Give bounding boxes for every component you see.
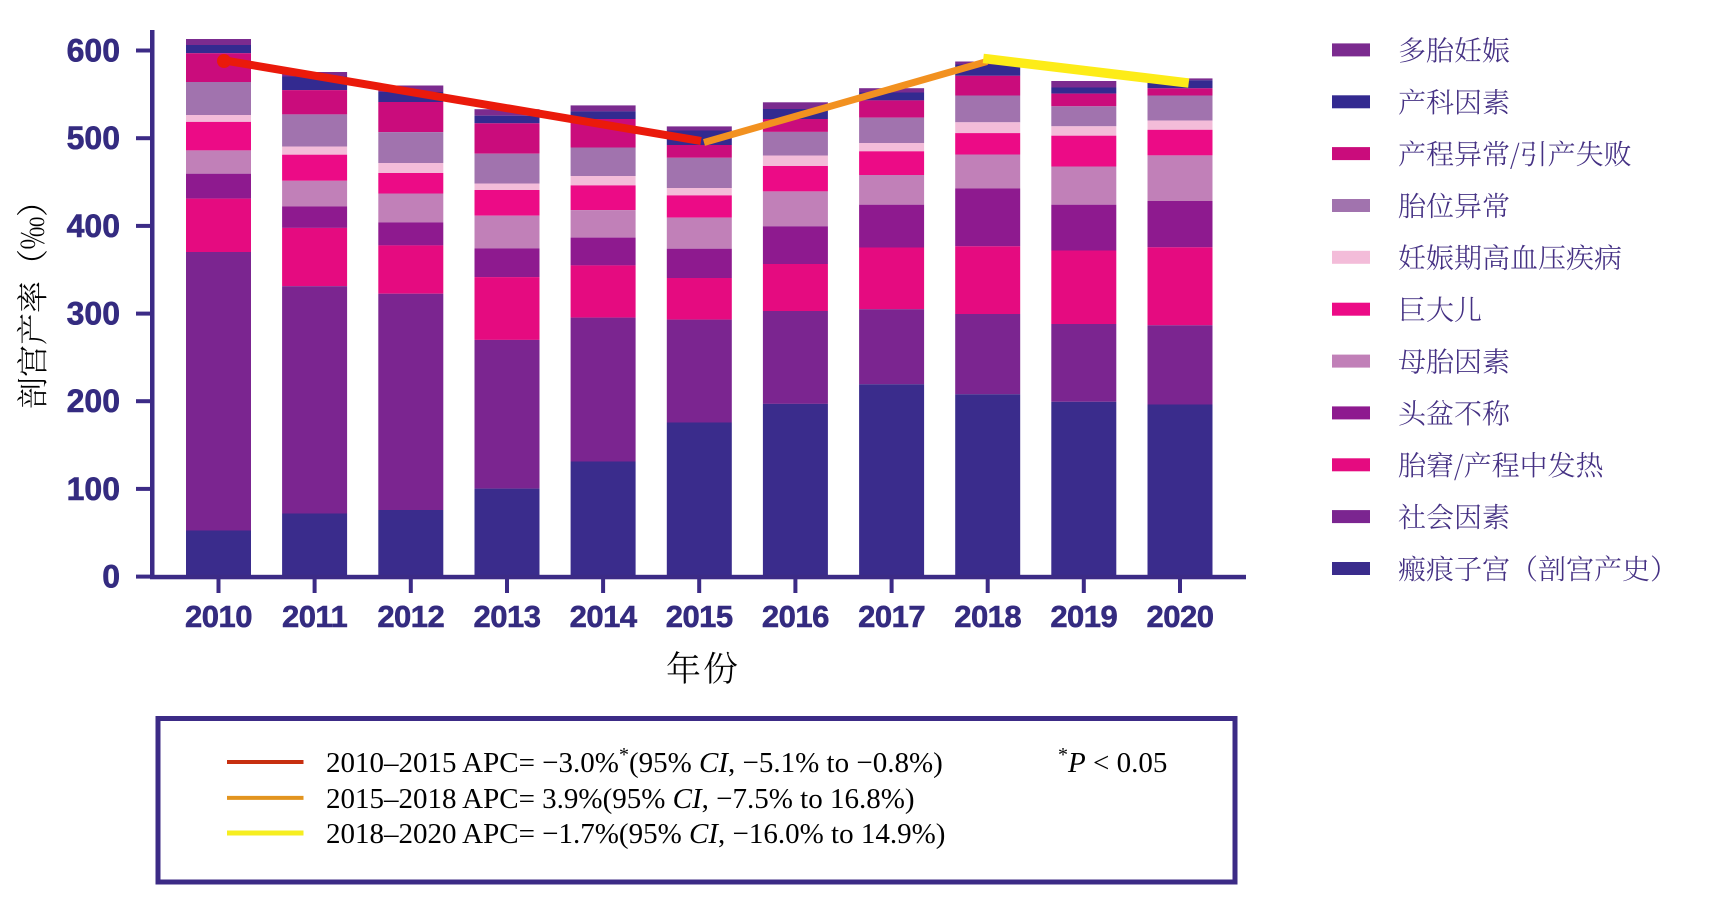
svg-text:2015: 2015 <box>666 599 733 634</box>
svg-text:2013: 2013 <box>474 599 541 634</box>
svg-text:2010: 2010 <box>185 599 252 634</box>
svg-text:2012: 2012 <box>377 599 444 634</box>
svg-text:0: 0 <box>102 559 120 595</box>
svg-text:2016: 2016 <box>762 599 829 634</box>
svg-text:2010–2015 APC= −3.0%*(95% CI,: 2010–2015 APC= −3.0%*(95% CI, −5.1% to −… <box>326 744 943 779</box>
svg-text:2015–2018 APC= 3.9%(95% CI, −7: 2015–2018 APC= 3.9%(95% CI, −7.5% to 16.… <box>326 783 915 815</box>
svg-text:2014: 2014 <box>570 599 638 634</box>
svg-text:2019: 2019 <box>1050 599 1117 634</box>
svg-text:2017: 2017 <box>858 599 925 634</box>
svg-text:2020: 2020 <box>1147 599 1214 634</box>
svg-text:500: 500 <box>67 120 120 156</box>
svg-text:2018–2020 APC= −1.7%(95% CI, −: 2018–2020 APC= −1.7%(95% CI, −16.0% to 1… <box>326 818 945 850</box>
svg-text:100: 100 <box>67 471 120 507</box>
svg-text:*P < 0.05: *P < 0.05 <box>1058 744 1167 779</box>
svg-text:300: 300 <box>67 296 120 332</box>
svg-text:600: 600 <box>67 33 120 69</box>
svg-text:2018: 2018 <box>954 599 1021 634</box>
svg-text:2011: 2011 <box>282 599 348 634</box>
svg-text:400: 400 <box>67 208 120 244</box>
svg-text:200: 200 <box>67 383 120 419</box>
